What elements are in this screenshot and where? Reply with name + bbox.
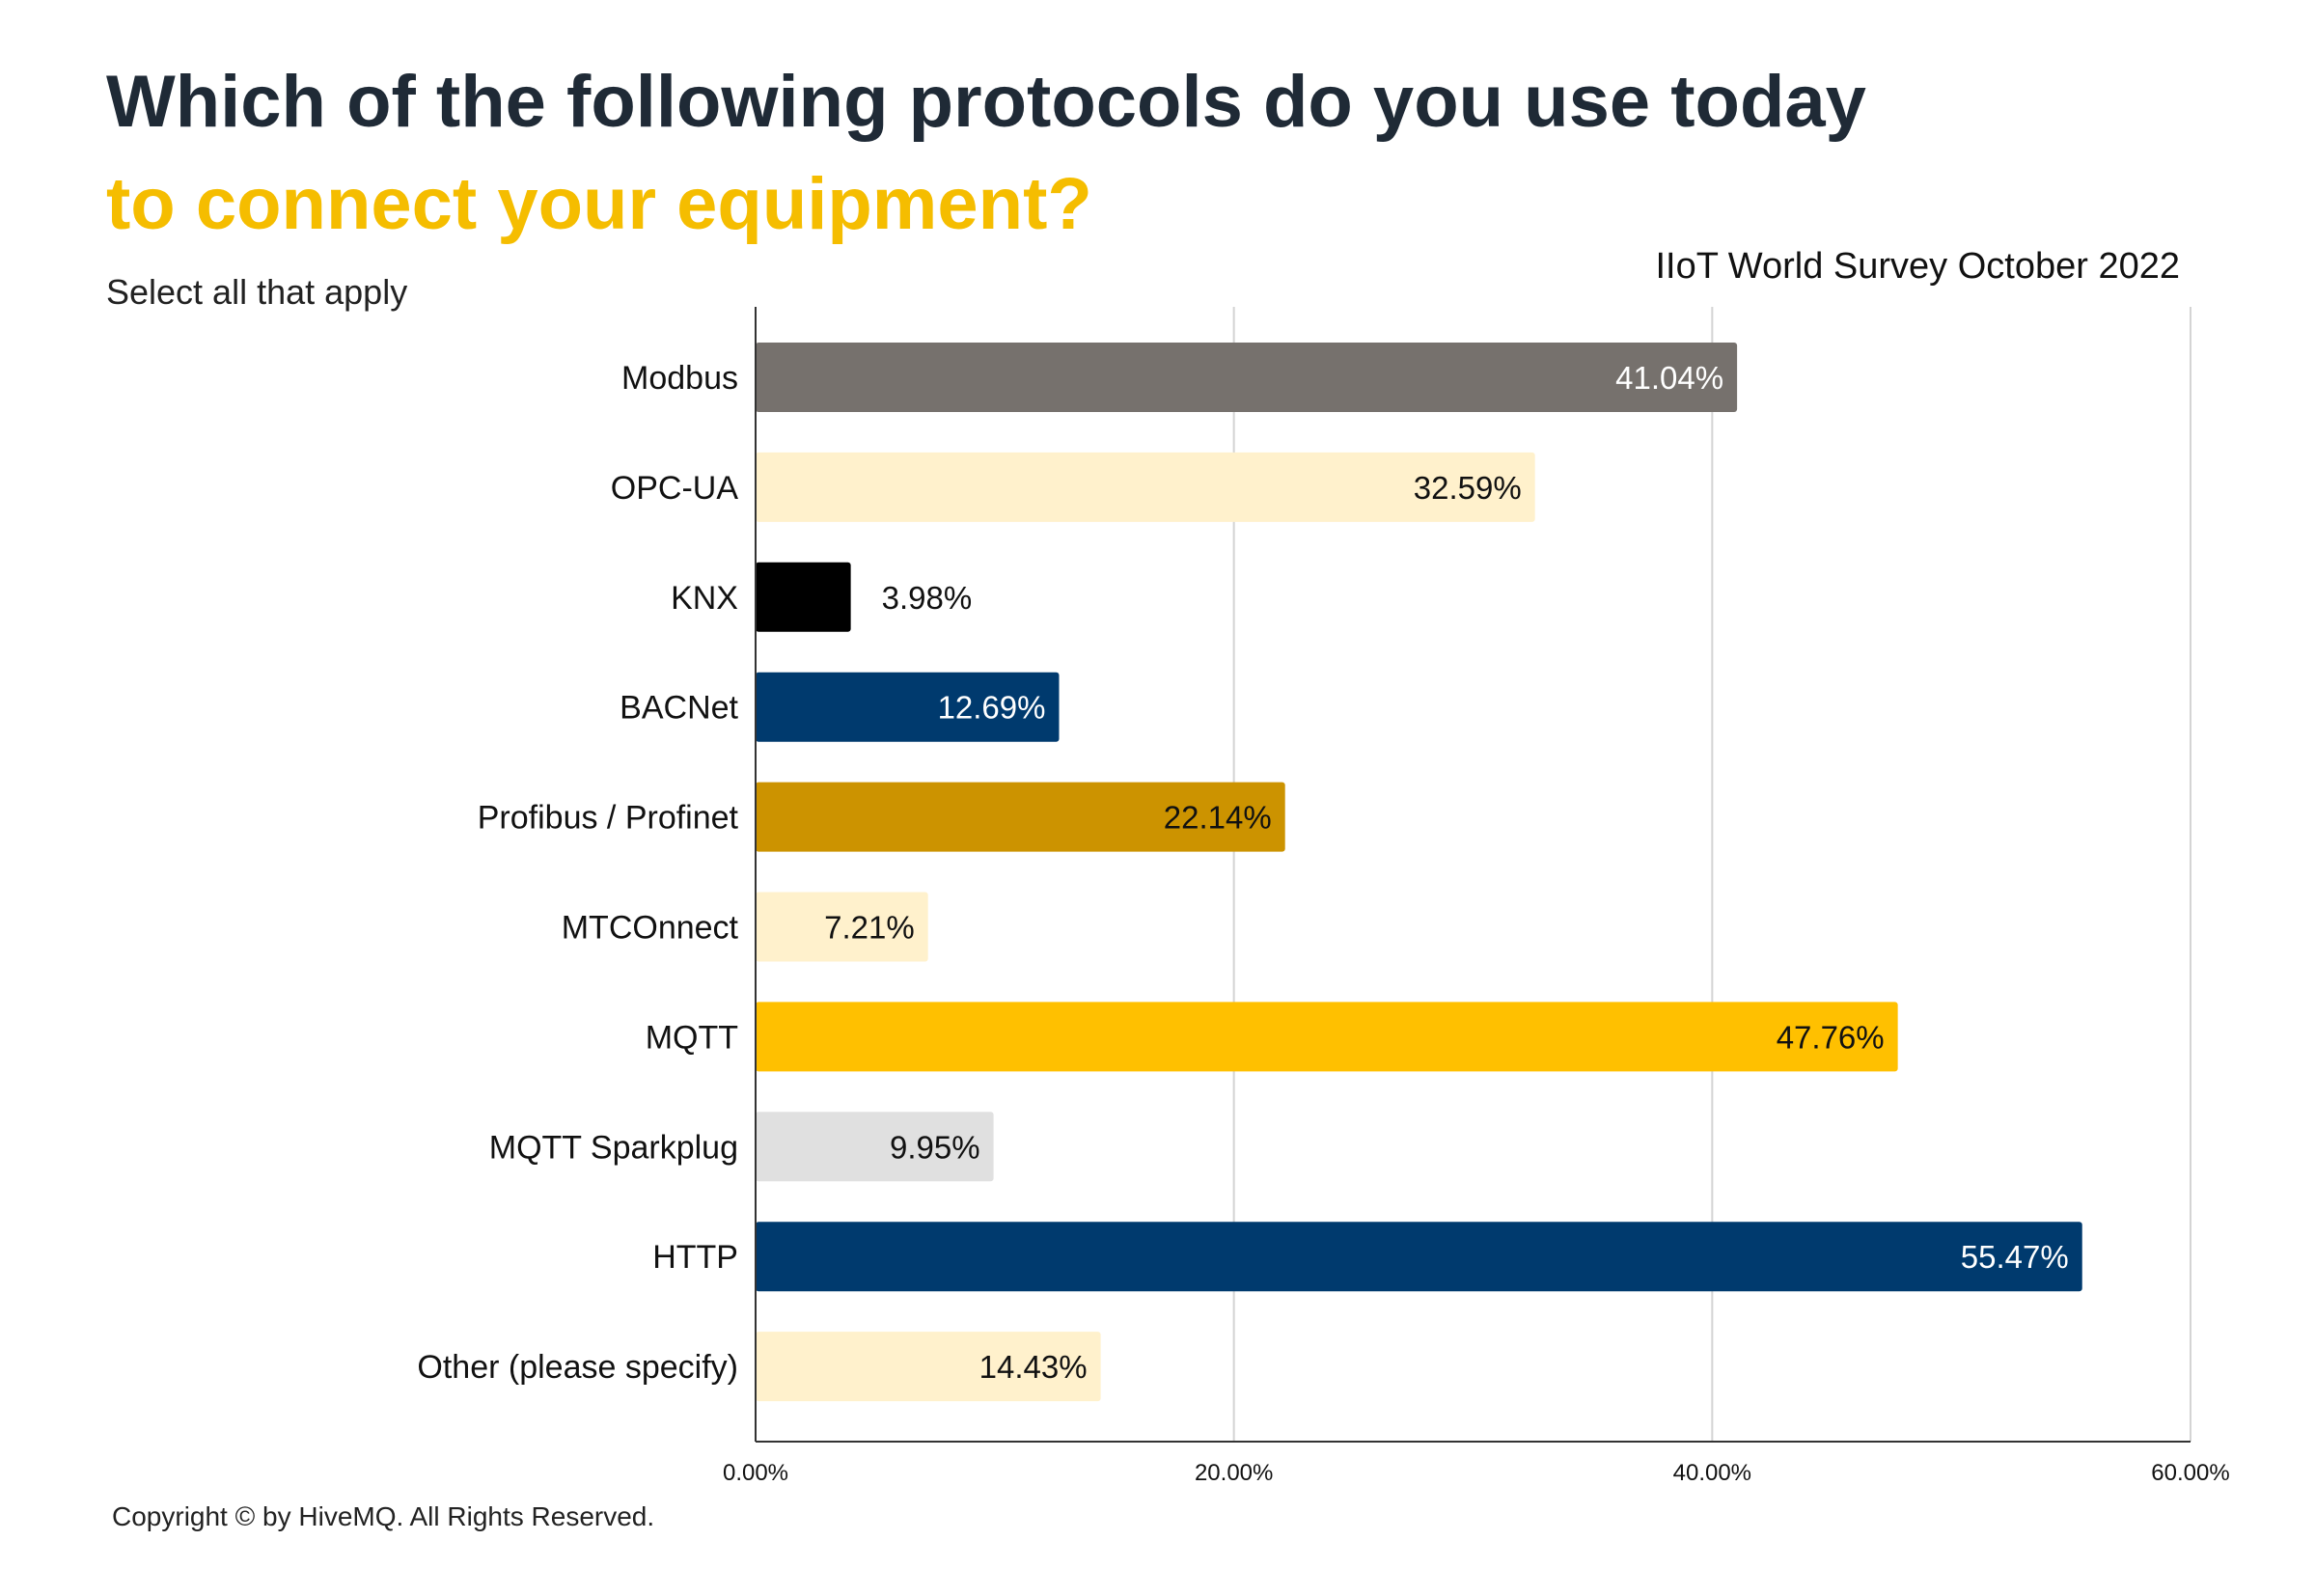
category-label-6: MQTT (646, 1019, 738, 1056)
bar-4 (756, 782, 1285, 852)
bar-2 (756, 562, 851, 632)
bar-5 (756, 892, 928, 962)
bar-8 (756, 1222, 2082, 1292)
x-tick-label-1: 20.00% (1195, 1460, 1273, 1486)
value-label-7: 9.95% (890, 1129, 980, 1165)
category-label-8: HTTP (652, 1239, 738, 1276)
x-tick-label-0: 0.00% (723, 1460, 788, 1486)
survey-source-label: IIoT World Survey October 2022 (1655, 246, 2180, 287)
value-label-5: 7.21% (824, 910, 915, 946)
value-label-0: 41.04% (1615, 360, 1723, 396)
category-label-7: MQTT Sparkplug (489, 1129, 738, 1166)
bar-3 (756, 672, 1060, 742)
value-label-3: 12.69% (938, 690, 1046, 726)
category-label-2: KNX (671, 580, 738, 617)
chart-subtitle: Select all that apply (106, 272, 408, 312)
chart-title-line1: Which of the following protocols do you … (106, 61, 1866, 143)
value-label-4: 22.14% (1164, 800, 1272, 836)
value-label-8: 55.47% (1961, 1239, 2069, 1275)
bar-9 (756, 1332, 1101, 1402)
copyright-notice: Copyright © by HiveMQ. All Rights Reserv… (112, 1501, 655, 1531)
bar-6 (756, 1002, 1898, 1072)
bar-7 (756, 1112, 994, 1182)
category-label-3: BACNet (620, 690, 738, 727)
category-label-4: Profibus / Profinet (478, 800, 739, 837)
value-label-9: 14.43% (979, 1349, 1088, 1385)
chart-title-line2: to connect your equipment? (106, 163, 1092, 245)
value-label-6: 47.76% (1777, 1019, 1885, 1055)
bar-0 (756, 343, 1738, 412)
category-label-0: Modbus (621, 360, 738, 397)
category-label-1: OPC-UA (611, 470, 739, 507)
category-label-5: MTCOnnect (562, 910, 739, 947)
category-label-9: Other (please specify) (417, 1349, 738, 1386)
value-label-2: 3.98% (882, 580, 973, 616)
bar-1 (756, 452, 1535, 522)
x-tick-label-3: 60.00% (2151, 1460, 2229, 1486)
value-label-1: 32.59% (1414, 470, 1522, 506)
x-tick-label-2: 40.00% (1673, 1460, 1751, 1486)
